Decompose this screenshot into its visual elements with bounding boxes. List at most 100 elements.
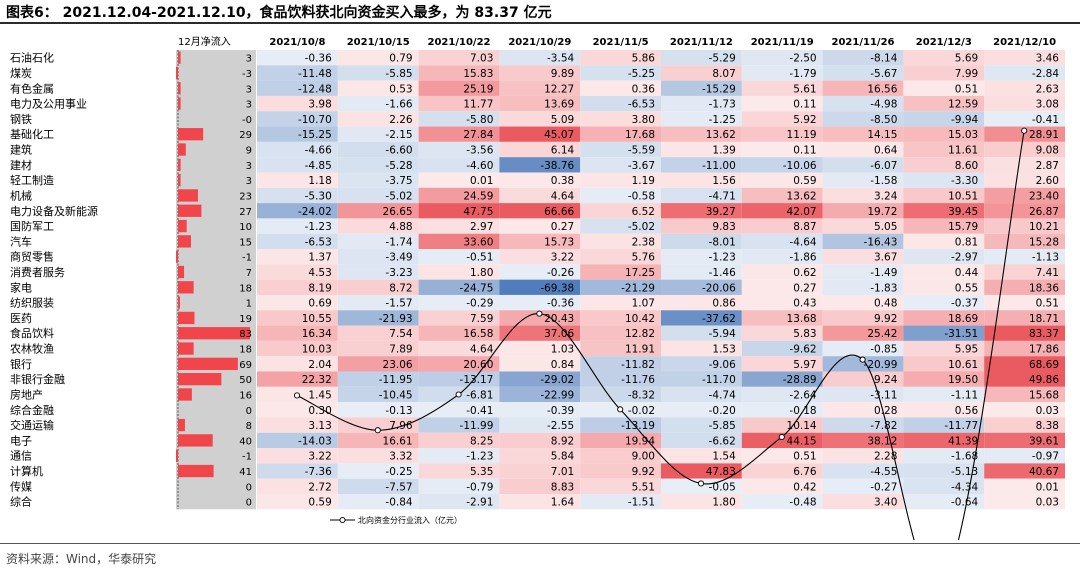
heat-cell <box>418 203 500 219</box>
heat-cell <box>499 356 581 372</box>
cell-value: -16.43 <box>864 236 898 248</box>
heat-cell <box>337 448 419 464</box>
heat-cell <box>822 279 904 295</box>
cell-value: -10.70 <box>298 114 332 126</box>
inflow-bar <box>176 250 178 263</box>
heat-cell <box>741 111 823 127</box>
heat-cell <box>418 264 500 280</box>
heat-cell <box>984 111 1065 127</box>
cell-value: 8.72 <box>389 282 412 294</box>
heat-cell <box>418 432 500 449</box>
cell-value: -0.41 <box>1032 114 1059 126</box>
cell-value: -12.48 <box>298 83 332 95</box>
cell-value: 1.37 <box>308 252 331 264</box>
industry-label: 纺织服装 <box>10 296 54 310</box>
heat-cell <box>418 310 500 326</box>
heat-cell <box>499 463 581 479</box>
heat-cell <box>580 95 661 112</box>
heat-cell <box>418 340 500 357</box>
cell-value: 0.86 <box>712 298 736 310</box>
cell-value: -1.83 <box>870 282 897 294</box>
cell-value: 12.82 <box>625 328 655 340</box>
heat-cell <box>903 126 985 142</box>
heat-cell <box>661 203 742 219</box>
industry-label: 传媒 <box>10 480 32 493</box>
inflow-bar <box>178 158 181 171</box>
heat-cell <box>337 126 419 142</box>
cell-value: 5.84 <box>551 451 575 463</box>
week-header: 2021/12/3 <box>916 37 972 48</box>
cell-value: 0.28 <box>874 405 897 417</box>
cell-value: 5.05 <box>874 221 897 233</box>
heat-cell <box>337 386 419 403</box>
heat-cell <box>741 478 823 494</box>
cell-value: 3.22 <box>551 252 574 264</box>
inflow-bar <box>178 464 214 478</box>
cell-value: -11.00 <box>702 160 736 172</box>
cell-value: 8.38 <box>1036 420 1059 432</box>
inflow-value: 23 <box>239 191 252 202</box>
heat-cell <box>499 157 581 173</box>
cell-value: -1.23 <box>305 221 332 233</box>
cell-value: 0.81 <box>955 236 978 248</box>
cell-value: 22.32 <box>302 374 332 386</box>
heat-cell <box>418 402 500 418</box>
cell-value: 2.60 <box>1036 175 1059 187</box>
heat-cell <box>337 203 419 219</box>
cell-value: -0.79 <box>466 481 493 493</box>
cell-value: 5.83 <box>793 328 816 340</box>
cell-value: 37.06 <box>544 328 574 340</box>
industry-label: 石油石化 <box>10 51 54 65</box>
heat-cell <box>984 432 1065 449</box>
inflow-header: 12月净流入 <box>178 35 231 48</box>
cell-value: 17.86 <box>1029 344 1059 356</box>
cell-value: 26.65 <box>383 206 413 218</box>
cell-value: 0.44 <box>955 267 979 279</box>
heat-cell <box>257 417 338 433</box>
heat-cell <box>903 218 985 234</box>
inflow-value: 10 <box>239 222 252 233</box>
cell-value: -3.56 <box>466 145 493 157</box>
cell-value: 12.59 <box>948 99 978 111</box>
cell-value: 47.75 <box>463 206 493 218</box>
cell-value: 9.08 <box>1036 145 1059 157</box>
cell-value: -0.02 <box>628 405 655 417</box>
cell-value: -0.05 <box>709 481 736 493</box>
cell-value: 5.92 <box>793 114 816 126</box>
cell-value: 8.25 <box>470 435 493 447</box>
cell-value: -1.57 <box>385 298 412 310</box>
cell-value: -1.25 <box>709 114 736 126</box>
heat-cell <box>499 478 581 494</box>
heat-cell <box>661 111 742 127</box>
industry-label: 商贸零售 <box>10 250 54 264</box>
heat-cell <box>661 493 742 510</box>
cell-value: 1.80 <box>470 267 493 279</box>
trend-point <box>859 356 866 363</box>
table-text: 12月净流入 2021/10/8 2021/10/15 2021/10/22 2021/… <box>10 35 1059 509</box>
heat-cell <box>903 325 985 341</box>
cell-value: -2.97 <box>951 252 978 264</box>
heat-cell <box>337 95 419 112</box>
cell-value: -9.62 <box>789 344 816 356</box>
industry-label: 房地产 <box>10 387 43 401</box>
heat-cell <box>580 172 661 188</box>
week-header: 2021/10/8 <box>269 37 325 48</box>
heat-cell <box>822 386 904 403</box>
heat-cell <box>418 218 500 234</box>
cell-value: -7.57 <box>385 481 412 493</box>
cell-value: -4.98 <box>870 99 897 111</box>
heat-cell <box>257 187 338 204</box>
cell-value: 0.51 <box>793 451 816 463</box>
cell-value: 0.43 <box>793 298 816 310</box>
week-header: 2021/11/19 <box>751 37 814 48</box>
heat-cell <box>580 432 661 449</box>
heat-cell <box>499 111 581 127</box>
cell-value: 16.56 <box>867 83 897 95</box>
cell-value: -0.85 <box>870 344 897 356</box>
heat-cell <box>337 111 419 127</box>
cell-value: -0.51 <box>466 252 493 264</box>
cell-value: 6.14 <box>551 145 575 157</box>
heat-cell <box>903 432 985 449</box>
cell-value: -8.01 <box>709 236 736 248</box>
cell-value: 17.25 <box>625 267 655 279</box>
